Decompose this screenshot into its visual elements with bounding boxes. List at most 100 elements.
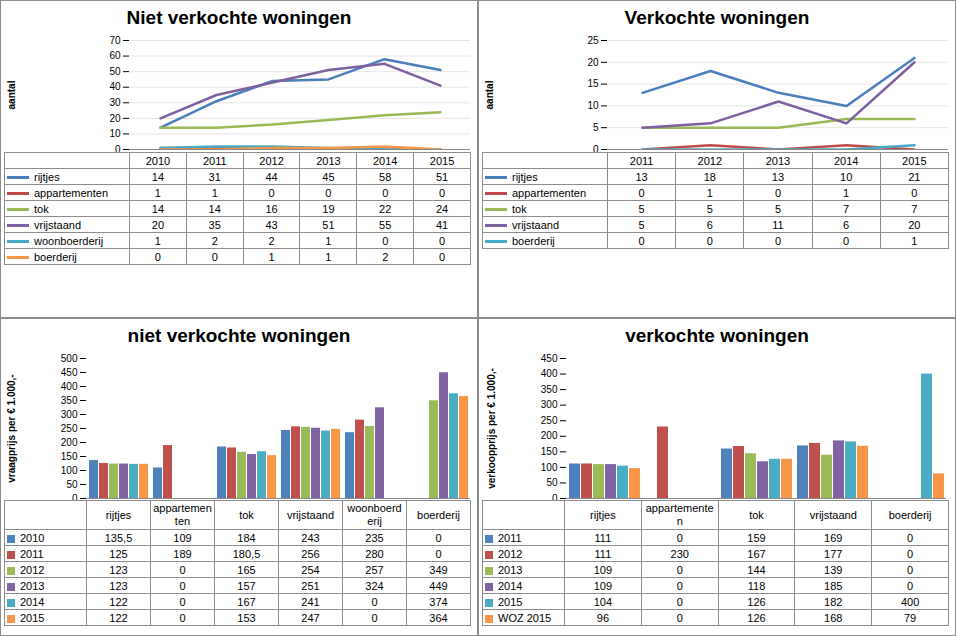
svg-text:aantal: aantal <box>484 80 495 109</box>
html-text:tok: tok <box>239 508 254 521</box>
html-text:boerderij: boerderij <box>34 250 77 263</box>
svg-text:20: 20 <box>587 57 599 68</box>
html-text:51: 51 <box>322 218 335 231</box>
svg-text:15: 15 <box>587 78 599 89</box>
html-text:10: 10 <box>840 170 853 183</box>
svg-text:100: 100 <box>541 462 558 473</box>
svg-text:250: 250 <box>541 415 558 426</box>
html-text:19: 19 <box>322 202 335 215</box>
svg-text:10: 10 <box>587 100 599 111</box>
html-text:vrijstaand: vrijstaand <box>287 508 334 521</box>
svg-text:70: 70 <box>109 35 121 46</box>
html-text:boerderij: boerderij <box>512 234 555 247</box>
html-text:appartementen: appartementen <box>153 502 212 527</box>
html-text:109: 109 <box>173 531 192 544</box>
html-text:14: 14 <box>208 202 221 215</box>
html-text:22: 22 <box>379 202 392 215</box>
svg-text:450: 450 <box>541 353 558 364</box>
html-text:2014: 2014 <box>373 154 398 167</box>
html-text:2012: 2012 <box>697 154 722 167</box>
html-text:44: 44 <box>265 170 278 183</box>
svg-text:10: 10 <box>109 128 121 139</box>
html-text:14: 14 <box>151 170 164 183</box>
svg-text:25: 25 <box>587 35 599 46</box>
svg-text:250: 250 <box>61 423 78 434</box>
html-text:Verkochte woningen: Verkochte woningen <box>624 7 810 28</box>
svg-text:50: 50 <box>109 66 121 77</box>
svg-text:350: 350 <box>61 395 78 406</box>
html-text:2013: 2013 <box>765 154 791 167</box>
html-text:13: 13 <box>771 170 785 183</box>
html-text:31: 31 <box>208 170 221 183</box>
html-text:14: 14 <box>151 202 164 215</box>
html-text:2010: 2010 <box>20 531 45 544</box>
svg-text:20: 20 <box>109 113 121 124</box>
svg-text:300: 300 <box>61 409 78 420</box>
svg-text:40: 40 <box>109 81 121 92</box>
svg-text:200: 200 <box>61 437 78 448</box>
html-text:2014: 2014 <box>833 154 859 167</box>
html-text:tok: tok <box>512 202 527 215</box>
svg-text:30: 30 <box>109 97 121 108</box>
svg-text:150: 150 <box>61 451 78 462</box>
svg-text:200: 200 <box>541 430 558 441</box>
svg-text:aantal: aantal <box>6 80 17 109</box>
html-text:35: 35 <box>208 218 221 231</box>
html-text:rijtjes: rijtjes <box>512 170 538 183</box>
html-text:18: 18 <box>703 170 716 183</box>
html-text:51: 51 <box>435 170 449 183</box>
html-text:45: 45 <box>322 170 335 183</box>
svg-text:50: 50 <box>66 479 78 490</box>
html-text:20: 20 <box>908 218 921 231</box>
html-text:58: 58 <box>379 170 392 183</box>
html-text:20: 20 <box>151 218 164 231</box>
html-text:woonboerderij: woonboerderij <box>347 502 402 527</box>
svg-text:500: 500 <box>61 353 78 364</box>
svg-text:0: 0 <box>115 144 121 152</box>
svg-text:0: 0 <box>552 493 558 500</box>
html-text:21: 21 <box>908 170 921 183</box>
html-text:24: 24 <box>435 202 449 215</box>
html-text:rijtjes: rijtjes <box>105 508 132 521</box>
svg-text:400: 400 <box>61 381 78 392</box>
html-text:184: 184 <box>237 531 256 544</box>
svg-text:400: 400 <box>541 368 558 379</box>
svg-text:100: 100 <box>61 465 78 476</box>
html-text:rijtjes: rijtjes <box>34 170 60 183</box>
html-text:Niet verkochte woningen: Niet verkochte woningen <box>126 7 352 28</box>
html-text:boerderij: boerderij <box>417 508 460 521</box>
svg-text:verkoopprijs per € 1.000,-: verkoopprijs per € 1.000,- <box>486 368 497 489</box>
html-text:2013: 2013 <box>316 154 341 167</box>
svg-text:50: 50 <box>546 477 558 488</box>
svg-text:0: 0 <box>593 144 599 152</box>
html-text:tok: tok <box>34 202 49 215</box>
html-text:16: 16 <box>265 202 278 215</box>
svg-text:150: 150 <box>541 446 558 457</box>
html-text:2011: 2011 <box>629 154 654 167</box>
html-text:vrijstaand: vrijstaand <box>34 218 82 231</box>
svg-text:vraagprijs per € 1.000,-: vraagprijs per € 1.000,- <box>6 374 17 482</box>
html-text:appartementen: appartementen <box>34 186 108 199</box>
html-text:vrijstaand: vrijstaand <box>512 218 560 231</box>
svg-text:300: 300 <box>541 399 558 410</box>
svg-text:5: 5 <box>593 122 599 133</box>
html-text:appartementen: appartementen <box>512 186 586 199</box>
html-text:2010: 2010 <box>145 154 171 167</box>
html-text:43: 43 <box>265 218 278 231</box>
svg-text:450: 450 <box>61 367 78 378</box>
svg-text:0: 0 <box>72 493 78 500</box>
html-text:41: 41 <box>435 218 449 231</box>
html-text:verkochte woningen: verkochte woningen <box>625 325 809 346</box>
html-text:woonboerderij: woonboerderij <box>34 234 104 247</box>
html-text:2011: 2011 <box>202 154 227 167</box>
svg-text:60: 60 <box>109 50 121 61</box>
html-text:55: 55 <box>379 218 392 231</box>
html-text:2015: 2015 <box>429 154 455 167</box>
html-text:2015: 2015 <box>902 154 927 167</box>
html-text:2012: 2012 <box>259 154 284 167</box>
svg-text:350: 350 <box>541 384 558 395</box>
html-text:appartementen: appartementen <box>645 502 714 527</box>
html-text:niet verkochte woningen: niet verkochte woningen <box>127 325 351 346</box>
html-text:135,5: 135,5 <box>104 531 133 544</box>
html-text:13: 13 <box>635 170 648 183</box>
